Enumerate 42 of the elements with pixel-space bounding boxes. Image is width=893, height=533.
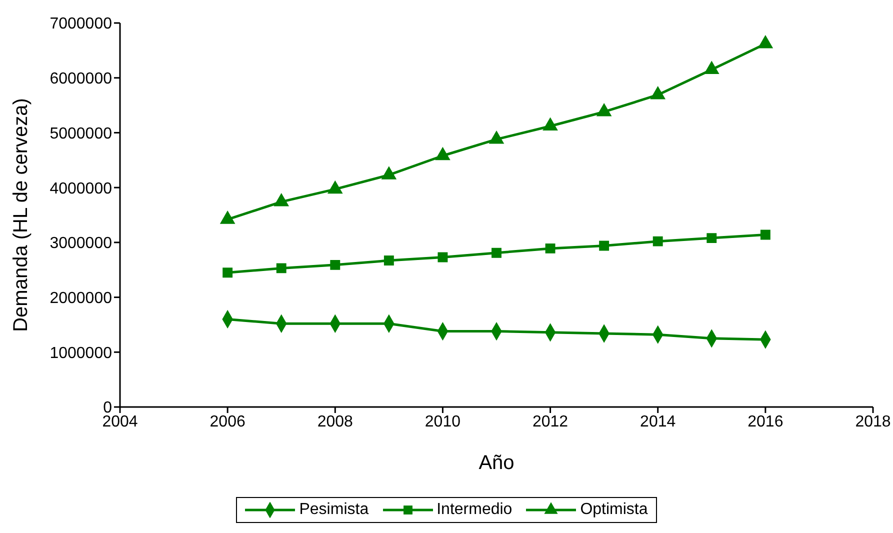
point <box>650 86 666 100</box>
point <box>706 233 717 244</box>
point <box>758 36 773 48</box>
legend-label: Intermedio <box>436 501 512 519</box>
point <box>274 193 289 206</box>
point <box>545 243 556 254</box>
y-tick-label: 1000000 <box>50 344 112 362</box>
x-tick-label: 2004 <box>102 413 138 430</box>
y-tick-label: 3000000 <box>50 235 112 252</box>
point <box>435 147 450 160</box>
y-tick-label: 4000000 <box>50 180 112 198</box>
point <box>220 211 235 224</box>
point <box>596 104 612 116</box>
point <box>760 230 770 240</box>
point <box>438 252 448 262</box>
x-tick-label: 2008 <box>317 413 354 430</box>
point <box>652 236 663 246</box>
y-axis-title: Demanda (HL de cerveza) <box>10 98 32 332</box>
point <box>542 118 558 131</box>
point <box>489 130 504 144</box>
y-tick-label: 2000000 <box>50 290 112 307</box>
point <box>599 240 610 251</box>
point <box>276 263 286 274</box>
point <box>328 180 342 194</box>
point <box>492 248 502 258</box>
x-tick-label: 2006 <box>210 413 246 430</box>
point <box>382 166 396 180</box>
legend-label: Optimista <box>579 501 648 519</box>
point <box>330 260 340 270</box>
y-tick-label: 5000000 <box>50 125 112 142</box>
y-tick-label: 6000000 <box>50 70 112 88</box>
x-axis-title: Año <box>478 452 514 474</box>
x-tick-label: 2014 <box>640 413 676 430</box>
point <box>222 268 233 278</box>
x-tick-label: 2018 <box>855 413 891 430</box>
legend-label: Pesimista <box>298 501 369 519</box>
point <box>704 61 719 74</box>
x-tick-label: 2010 <box>424 413 461 430</box>
y-tick-label: 7000000 <box>50 16 112 33</box>
point <box>384 256 394 266</box>
x-tick-label: 2016 <box>748 413 784 430</box>
x-tick-label: 2012 <box>532 413 568 430</box>
